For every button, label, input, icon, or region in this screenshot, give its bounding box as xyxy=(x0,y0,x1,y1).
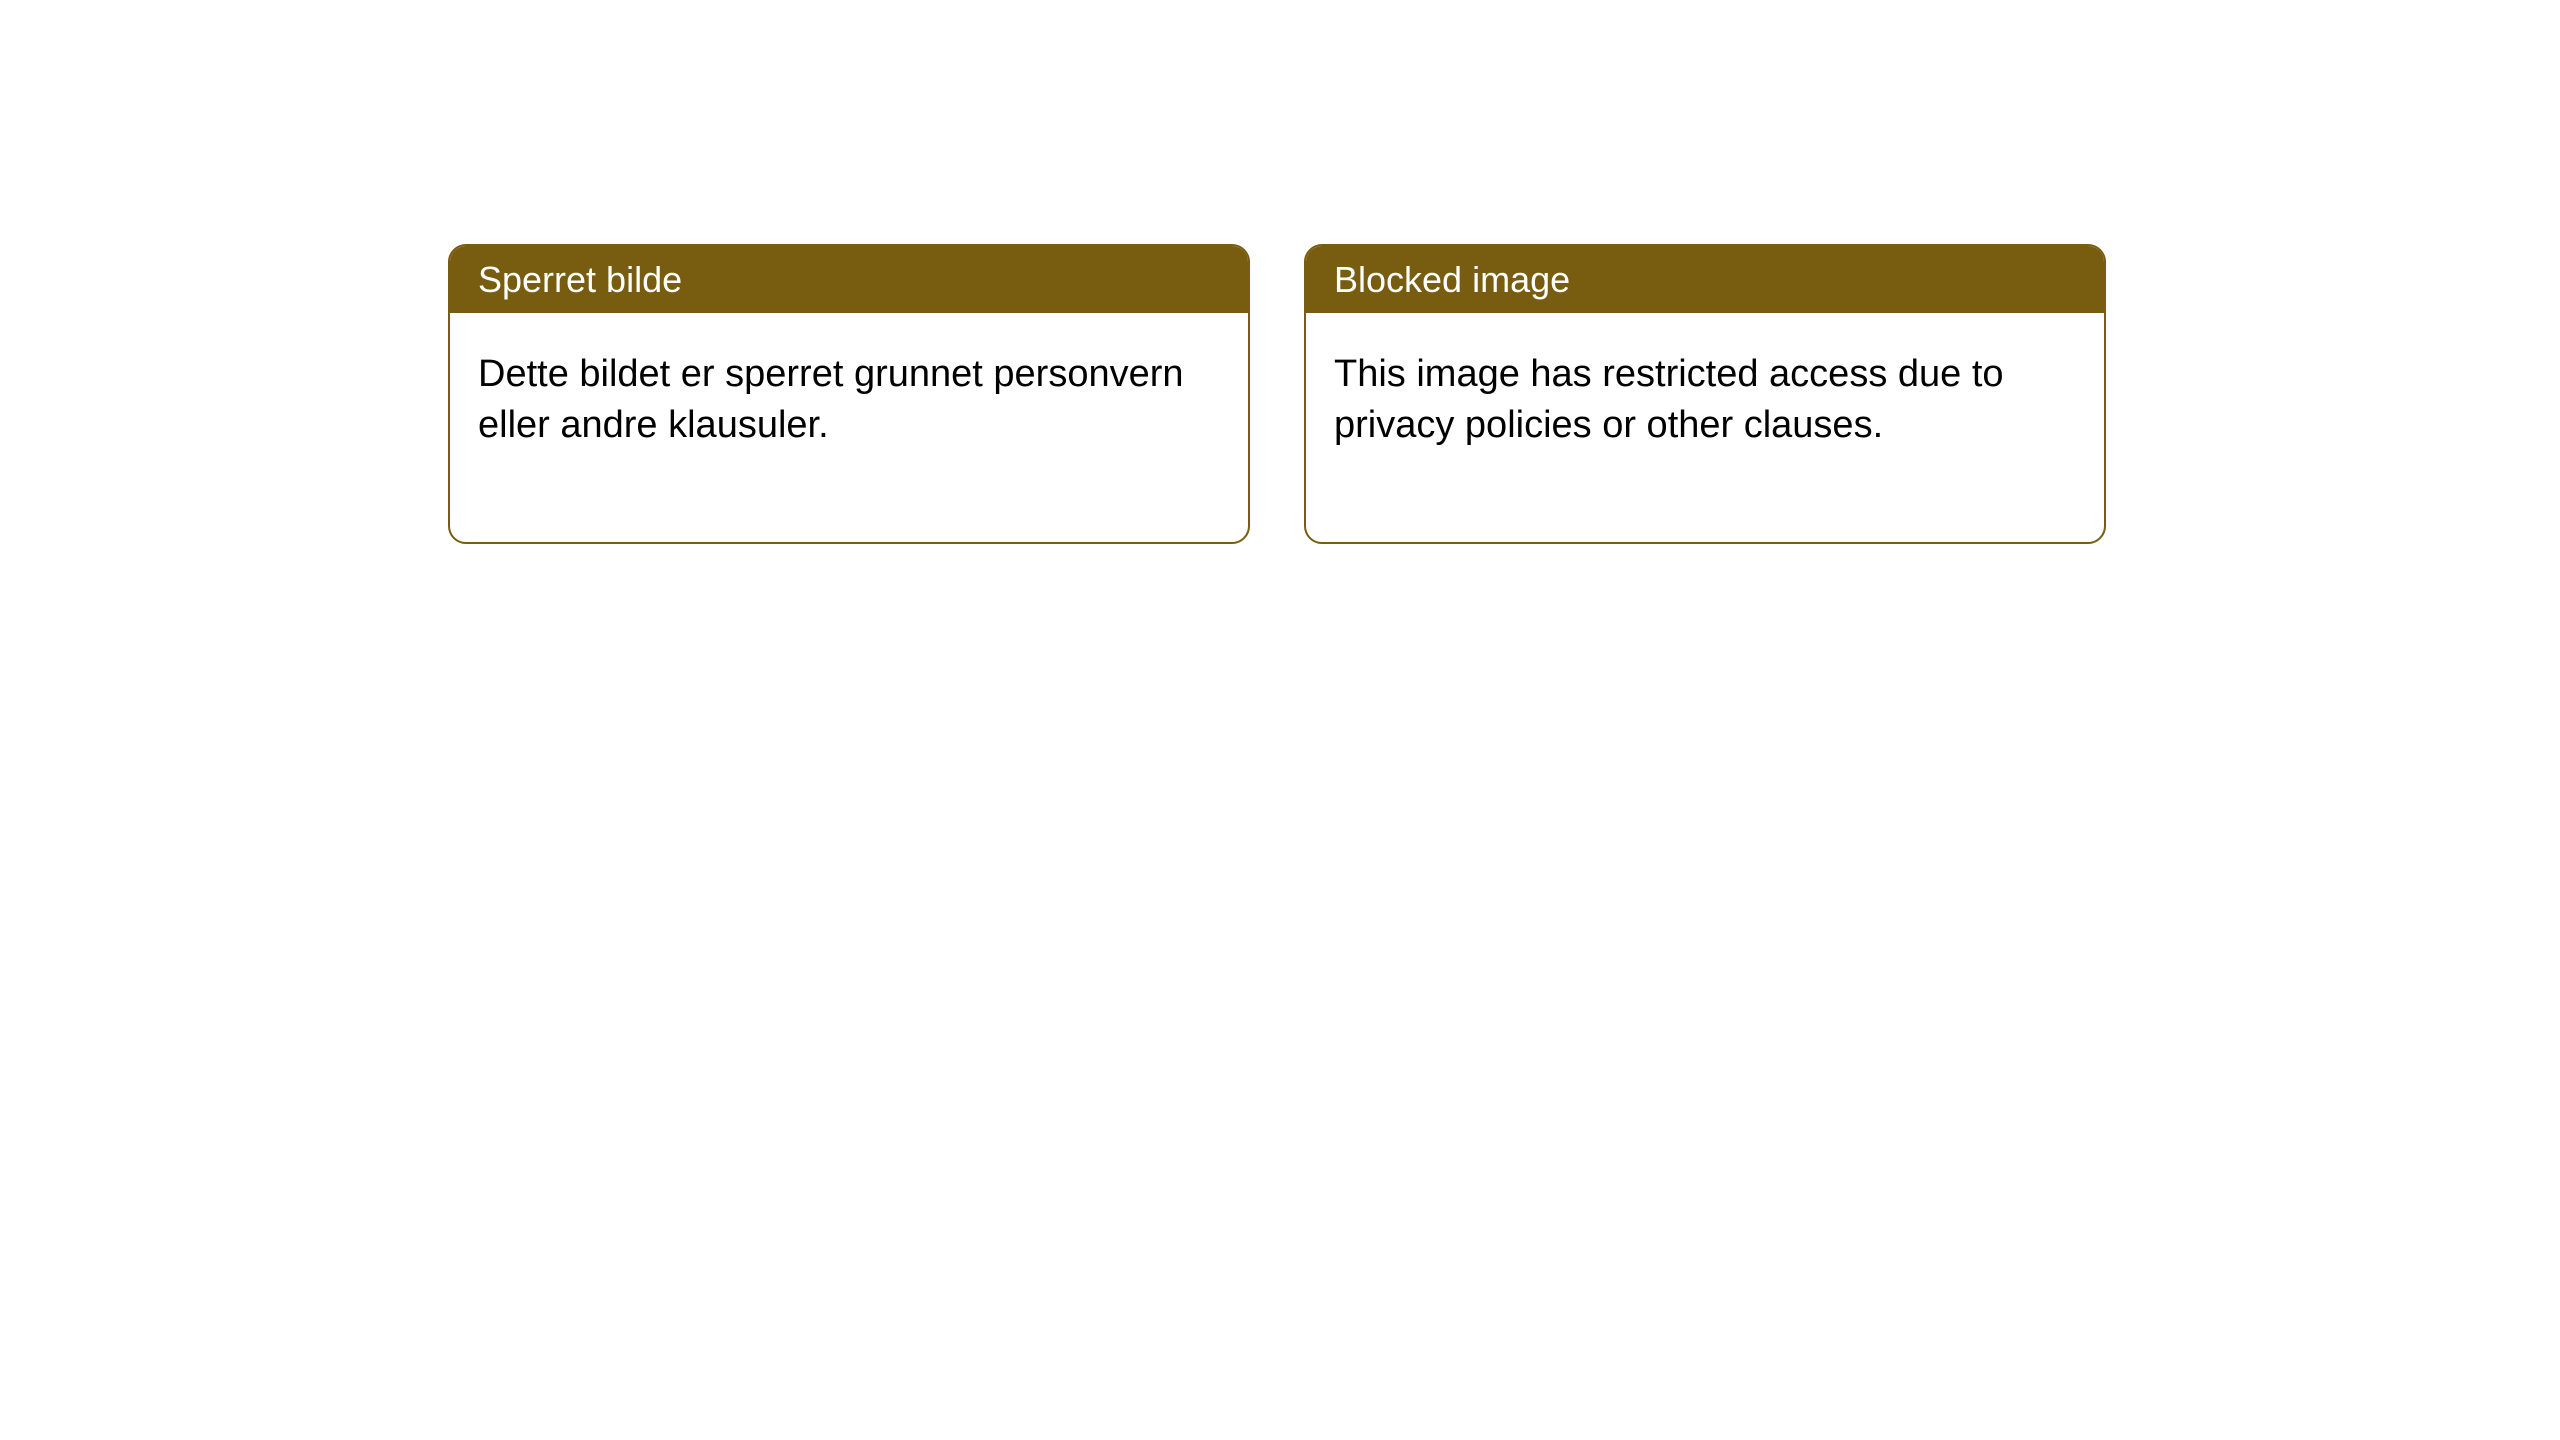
notice-container: Sperret bilde Dette bildet er sperret gr… xyxy=(0,0,2560,544)
notice-text: Dette bildet er sperret grunnet personve… xyxy=(478,353,1184,446)
notice-text: This image has restricted access due to … xyxy=(1334,353,2004,446)
notice-title: Blocked image xyxy=(1334,259,1570,300)
notice-body-english: This image has restricted access due to … xyxy=(1306,313,2104,542)
notice-title: Sperret bilde xyxy=(478,259,682,300)
notice-header-norwegian: Sperret bilde xyxy=(450,246,1248,313)
notice-box-english: Blocked image This image has restricted … xyxy=(1304,244,2106,544)
notice-body-norwegian: Dette bildet er sperret grunnet personve… xyxy=(450,313,1248,542)
notice-box-norwegian: Sperret bilde Dette bildet er sperret gr… xyxy=(448,244,1250,544)
notice-header-english: Blocked image xyxy=(1306,246,2104,313)
